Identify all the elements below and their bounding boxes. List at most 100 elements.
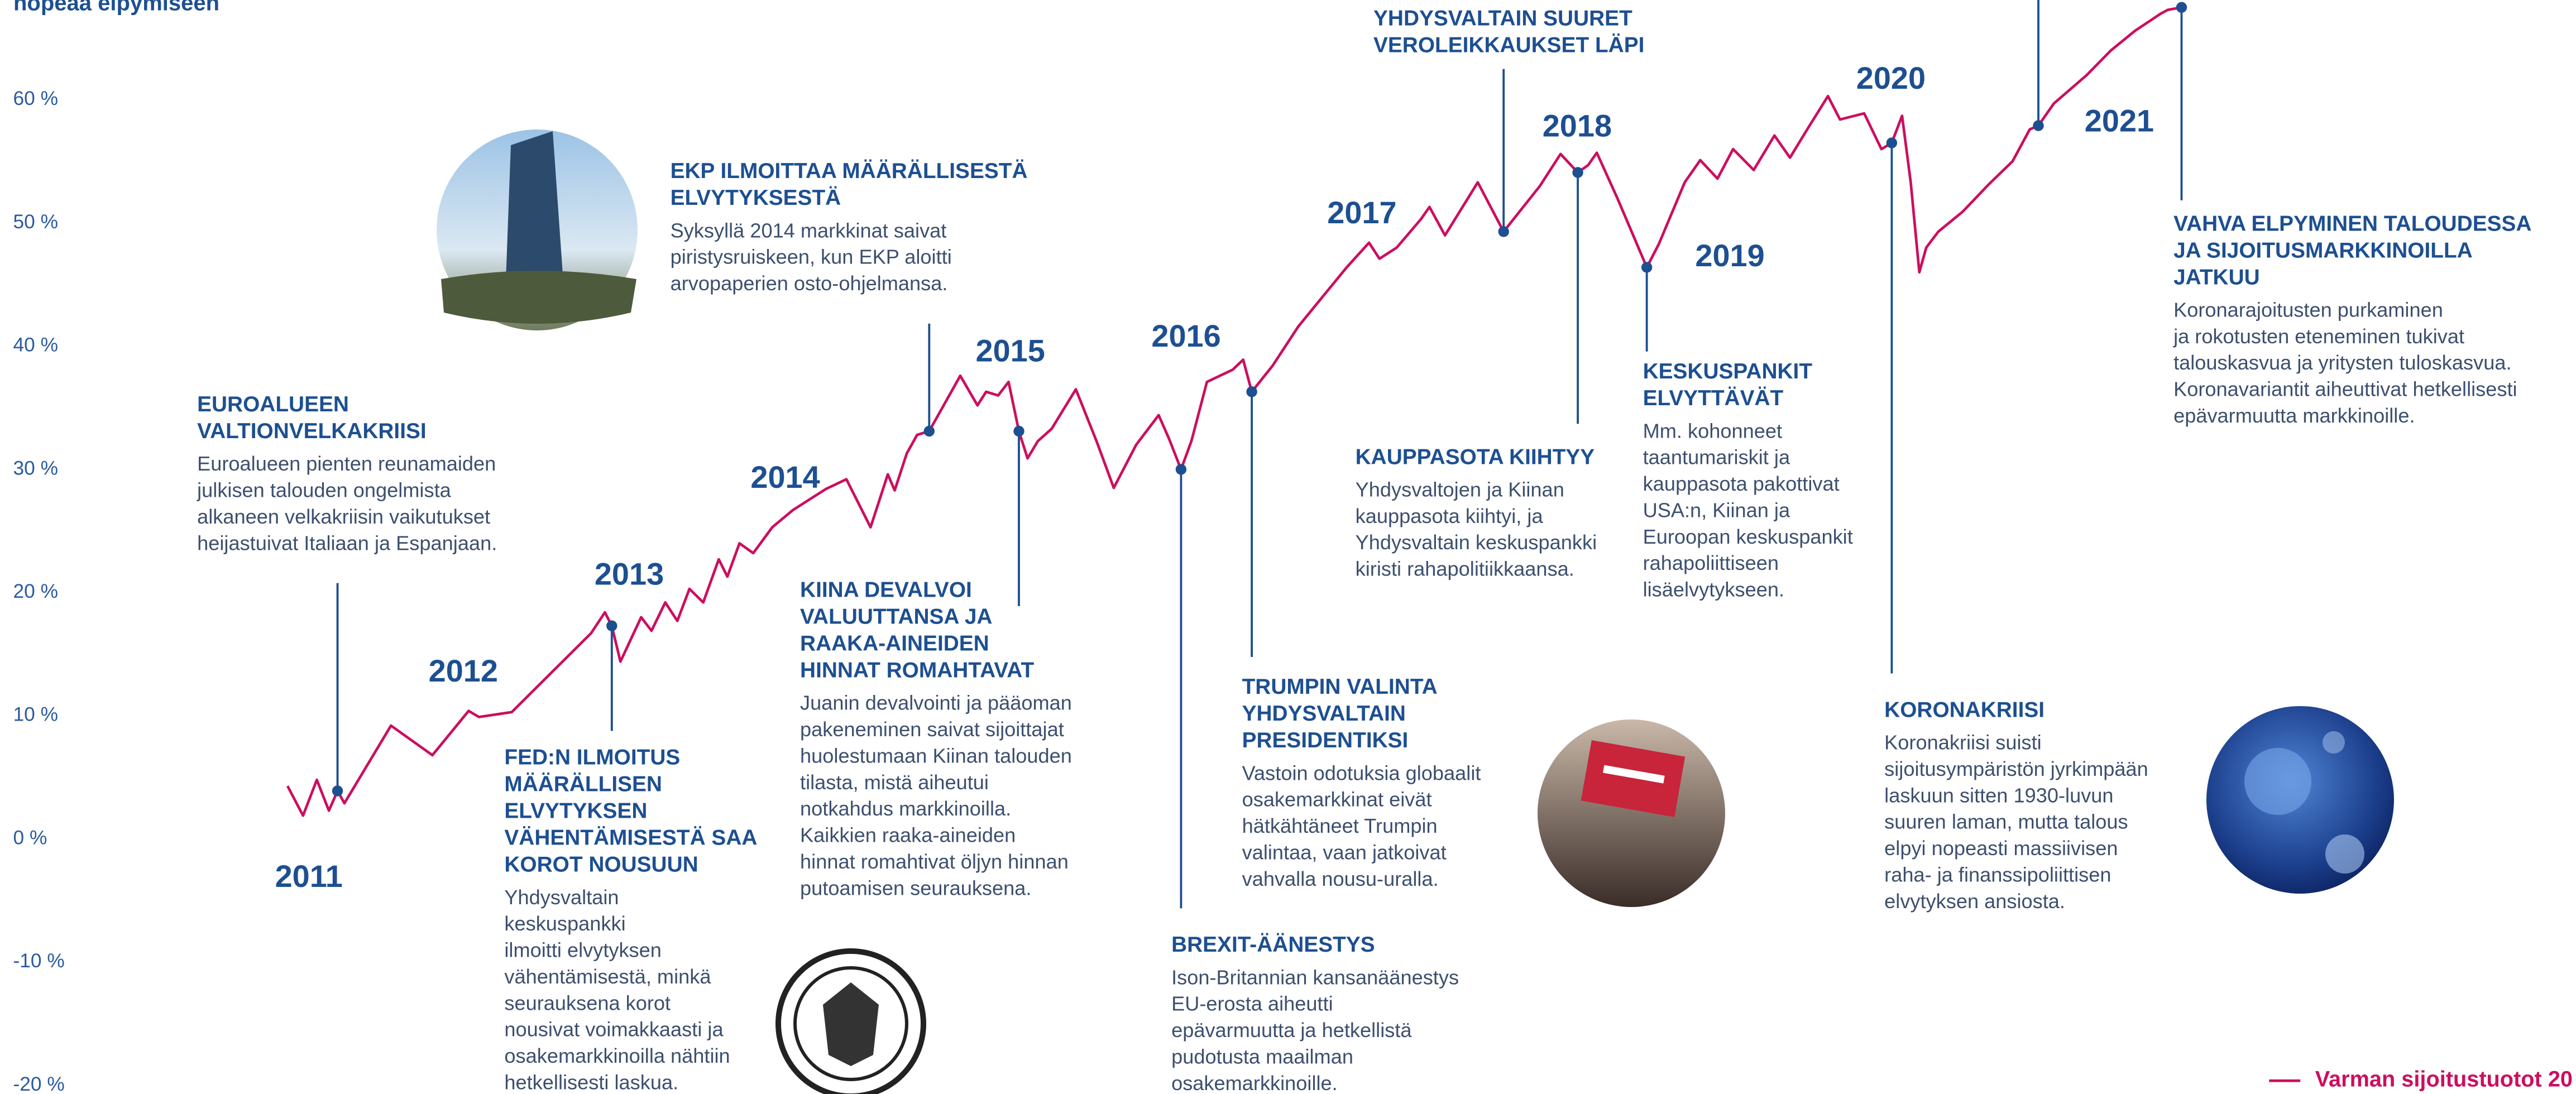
event-title: KESKUSPANKIT	[1643, 359, 1813, 383]
y-tick-label: 50 %	[13, 211, 58, 233]
event-body: sijoitusympäristön jyrkimpään	[1884, 757, 2148, 780]
year-label: 2017	[1327, 195, 1396, 230]
event-body: Euroopan keskuspankit	[1643, 525, 1853, 548]
event-body: suuren laman, mutta talous	[1884, 810, 2128, 833]
event-body: huolestumaan Kiinan talouden	[800, 744, 1072, 767]
year-label: 2020	[1856, 60, 1926, 95]
event-body: piristysruiskeen, kun EKP aloitti	[671, 246, 952, 268]
event-body: Yhdysvaltain keskuspankki	[1356, 531, 1597, 554]
event-title: KOROT NOUSUUN	[504, 853, 698, 877]
event-title: YHDYSVALTAIN SUURET	[1373, 7, 1632, 31]
event-body: Vastoin odotuksia globaalit	[1242, 761, 1481, 784]
event-title: KAUPPASOTA KIIHTYY	[1356, 445, 1595, 469]
year-label: 2011	[275, 858, 343, 894]
event-title: EKP ILMOITTAA MÄÄRÄLLISESTÄ	[671, 159, 1028, 183]
event-title: PRESIDENTIKSI	[1242, 728, 1409, 752]
event-body: osakemarkkinoille.	[1171, 1072, 1338, 1094]
event-title: VALUUTTANSA JA	[800, 605, 992, 629]
event-body: pakeneminen saivat sijoittajat	[800, 718, 1064, 741]
event-body: pudotusta maailman	[1171, 1045, 1353, 1068]
event-title: ELVYTTÄVÄT	[1643, 386, 1784, 410]
year-label: 2021	[2085, 103, 2154, 138]
year-label: 2012	[429, 653, 498, 688]
event-dot	[1498, 226, 1509, 237]
event-body: seurauksena korot	[504, 991, 671, 1014]
event-body: hetkellisesti laskua.	[504, 1071, 678, 1093]
event-body: julkisen talouden ongelmista	[197, 479, 452, 502]
event-body: Yhdysvaltain	[504, 886, 619, 909]
y-tick-label: 30 %	[13, 457, 58, 479]
event-body: kiristi rahapolitiikkaansa.	[1356, 558, 1574, 580]
event-body: raha- ja finanssipoliittisen	[1884, 863, 2111, 886]
event-body: putoamisen seurauksena.	[800, 876, 1031, 899]
year-label: 2018	[1543, 108, 1612, 143]
event-body: Koronarajoitusten purkaminen	[2173, 298, 2443, 321]
event-body: taantumariskit ja	[1643, 446, 1790, 469]
y-tick-label: 0 %	[13, 827, 47, 848]
event-body: Mm. kohonneet	[1643, 419, 1782, 442]
y-tick-label: -20 %	[13, 1073, 65, 1094]
event-title: VEROLEIKKAUKSET LÄPI	[1373, 33, 1644, 57]
y-tick-label: 60 %	[13, 88, 58, 109]
event-body: alkaneen velkakriisin vaikutukset	[197, 505, 490, 528]
event-body: Syksyllä 2014 markkinat saivat	[671, 219, 947, 242]
event-dot	[923, 425, 935, 437]
event-dot	[1013, 425, 1024, 437]
virus-image	[2206, 706, 2394, 894]
event-body: rahapoliittiseen	[1643, 551, 1779, 574]
event-body: arvopaperien osto-ohjelmansa.	[671, 272, 948, 295]
event-body: epävarmuutta ja hetkellistä	[1171, 1019, 1412, 1042]
event-title: YHDYSVALTAIN	[1242, 702, 1406, 726]
rally-photo	[1538, 719, 1725, 907]
event-dot	[1175, 464, 1187, 475]
event-body: USA:n, Kiinan ja	[1643, 498, 1790, 521]
event-body: vähentämisestä, minkä	[504, 965, 711, 988]
event-dot	[332, 785, 343, 796]
event-body: nousivat voimakkaasti ja	[504, 1018, 724, 1041]
event-title: KIINA DEVALVOI	[800, 578, 972, 602]
y-tick-label: 10 %	[13, 704, 58, 726]
legend-label: Varman sijoitustuotot 20	[2315, 1067, 2573, 1092]
event-title: ELVYTYKSEN	[504, 799, 647, 823]
event-body: hätkähtäneet Trumpin	[1242, 814, 1438, 837]
event-title: BREXIT-ÄÄNESTYS	[1171, 933, 1375, 957]
event-dot	[1572, 167, 1583, 178]
series-line	[286, 6, 2182, 817]
y-tick-label: -10 %	[13, 950, 65, 972]
event-title: TRUMPIN VALINTA	[1242, 675, 1438, 699]
event-body: keskuspankki	[504, 912, 625, 935]
year-label: 2016	[1151, 318, 1220, 353]
event-dot	[1641, 262, 1653, 273]
event-title: KORONAKRIISI	[1884, 698, 2044, 722]
event-body: kauppasota pakottivat	[1643, 472, 1840, 495]
year-label: 2013	[595, 556, 664, 592]
event-title: RAAKA-AINEIDEN	[800, 632, 989, 656]
event-title: VAHVA ELPYMINEN TALOUDESSA	[2173, 212, 2531, 236]
event-title: HINNAT ROMAHTAVAT	[800, 658, 1034, 682]
year-label: 2014	[750, 459, 820, 495]
event-title: JA SIJOITUSMARKKINOILLA	[2173, 238, 2473, 262]
event-dot	[2176, 2, 2187, 13]
event-title: EUROALUEEN	[197, 392, 349, 416]
event-body: Euroalueen pienten reunamaiden	[197, 452, 496, 475]
event-body: valintaa, vaan jatkoivat	[1242, 841, 1447, 863]
event-body: Juanin devalvointi ja pääoman	[800, 692, 1072, 714]
event-body: elpyi nopeasti massiivisen	[1884, 837, 2118, 860]
event-body: EU-erosta aiheutti	[1171, 992, 1333, 1015]
event-title: ELVYTYKSESTÄ	[671, 186, 841, 210]
event-body: notkahdus markkinoilla.	[800, 797, 1011, 820]
event-title: VÄHENTÄMISESTÄ SAA	[504, 826, 757, 850]
year-label: 2019	[1695, 238, 1764, 273]
event-body: vahvalla nousu-uralla.	[1242, 867, 1439, 890]
event-body: tilasta, mistä aiheutui	[800, 771, 989, 794]
ecb-photo	[437, 129, 638, 330]
event-body: Koronavariantit aiheuttivat hetkellisest…	[2173, 378, 2517, 401]
event-body: epävarmuutta markkinoille.	[2173, 404, 2415, 427]
y-tick-label: 20 %	[13, 580, 58, 602]
event-title: JATKUU	[2173, 265, 2260, 289]
event-body: Yhdysvaltojen ja Kiinan	[1356, 478, 1564, 501]
event-body: ja rokotusten eteneminen tukivat	[2173, 325, 2464, 348]
y-tick-label: 40 %	[13, 334, 58, 356]
